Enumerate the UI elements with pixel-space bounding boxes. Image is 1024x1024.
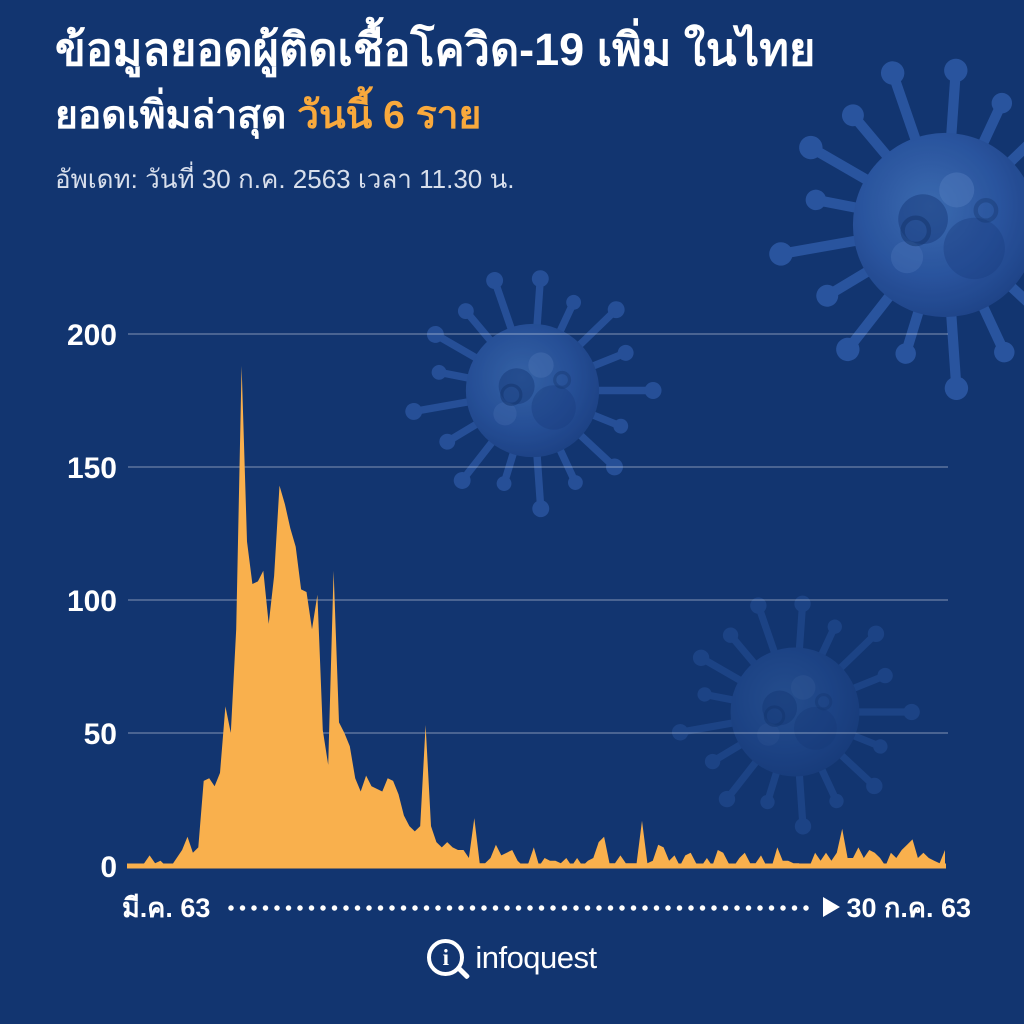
letter-i-glyph: i xyxy=(442,945,450,970)
subtitle-highlight-count: วันนี้ 6 ราย xyxy=(297,93,482,137)
brand-name: infoquest xyxy=(475,939,597,975)
infoquest-magnifier-icon: i xyxy=(427,939,471,980)
dotted-leader-line xyxy=(228,905,811,911)
y-axis-tick-labels: 0 50 100 150 200 xyxy=(67,319,117,884)
subtitle: ยอดเพิ่มล่าสุด วันนี้ 6 ราย xyxy=(55,91,984,142)
subtitle-prefix: ยอดเพิ่มล่าสุด xyxy=(55,93,298,137)
header: ข้อมูลยอดผู้ติดเชื้อโควิด-19 เพิ่ม ในไทย… xyxy=(55,20,984,200)
y-tick-label-150: 150 xyxy=(67,452,117,485)
page-title: ข้อมูลยอดผู้ติดเชื้อโควิด-19 เพิ่ม ในไทย xyxy=(55,24,816,75)
footer-logo: i infoquest xyxy=(0,939,1024,980)
update-timestamp: อัพเดท: วันที่ 30 ก.ค. 2563 เวลา 11.30 น… xyxy=(55,164,515,195)
y-tick-label-100: 100 xyxy=(67,585,117,618)
y-tick-label-0: 0 xyxy=(100,851,117,884)
y-tick-label-200: 200 xyxy=(67,319,117,352)
y-tick-label-50: 50 xyxy=(84,718,117,751)
area-series-daily-cases xyxy=(128,365,945,866)
x-axis: มี.ค. 63 30 ก.ค. 63 xyxy=(122,889,971,925)
arrow-right-icon xyxy=(822,897,840,917)
x-axis-start-label: มี.ค. 63 xyxy=(122,892,211,923)
x-axis-end-label: 30 ก.ค. 63 xyxy=(846,892,971,923)
